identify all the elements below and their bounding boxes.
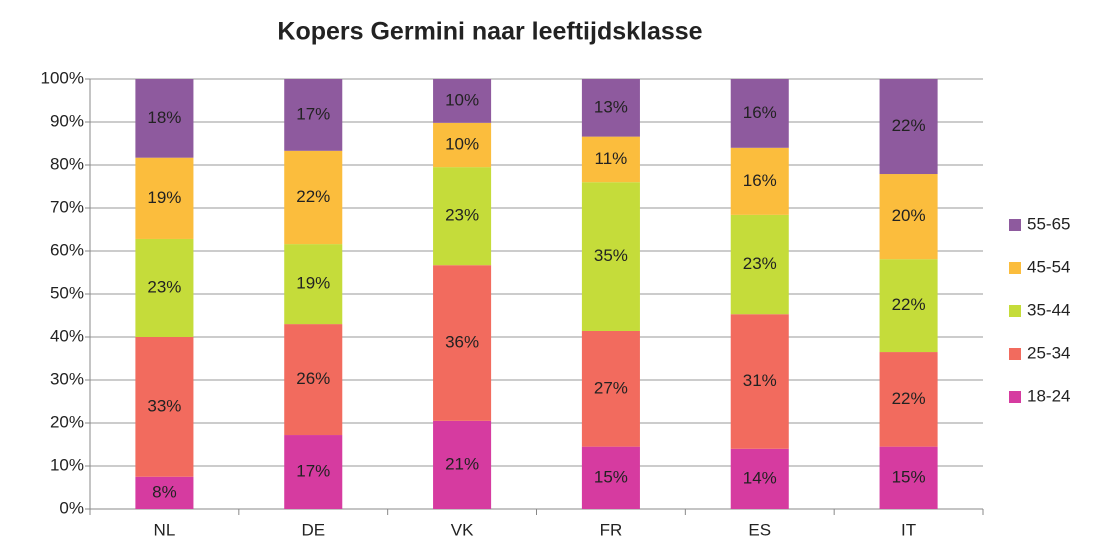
y-tick-label: 100% [41, 68, 84, 87]
data-label: 17% [296, 104, 330, 123]
bar-segment [879, 79, 938, 175]
bar-segment [284, 244, 343, 325]
y-tick-label: 20% [50, 412, 84, 431]
bar-segment [433, 420, 492, 509]
data-label: 23% [743, 254, 777, 273]
bar-segment [135, 238, 194, 337]
data-label: 23% [445, 206, 479, 225]
bar-segment [433, 167, 492, 266]
y-tick-label: 30% [50, 369, 84, 388]
data-label: 17% [296, 462, 330, 481]
x-tick-label: FR [600, 520, 623, 539]
data-label: 16% [743, 103, 777, 122]
bar-segment [879, 446, 938, 509]
x-tick-label: DE [301, 520, 325, 539]
bar-segment [581, 79, 640, 137]
data-label: 19% [296, 274, 330, 293]
bar-segment [730, 448, 789, 509]
data-label: 22% [296, 187, 330, 206]
data-label: 16% [743, 171, 777, 190]
data-label: 23% [147, 277, 181, 296]
data-label: 27% [594, 378, 628, 397]
data-label: 33% [147, 396, 181, 415]
bar-segment [879, 174, 938, 260]
legend-label: 18-24 [1027, 386, 1070, 405]
legend-label: 35-44 [1027, 300, 1070, 319]
y-tick-label: 60% [50, 240, 84, 259]
data-label: 15% [892, 467, 926, 486]
x-tick-label: VK [451, 520, 474, 539]
bar-segment [433, 79, 492, 123]
legend-label: 55-65 [1027, 214, 1070, 233]
y-tick-label: 50% [50, 283, 84, 302]
bar-segment [879, 352, 938, 447]
bar-segment [135, 476, 194, 509]
data-label: 11% [595, 149, 628, 168]
bar-segment [581, 182, 640, 331]
data-label: 10% [445, 90, 479, 109]
legend-label: 25-34 [1027, 343, 1070, 362]
data-label: 8% [152, 482, 177, 501]
chart-title: Kopers Germini naar leeftijdsklasse [277, 18, 702, 46]
y-tick-label: 70% [50, 197, 84, 216]
x-tick-label: IT [901, 520, 916, 539]
data-label: 26% [296, 369, 330, 388]
bar-segment [730, 314, 789, 449]
bar-segment [879, 259, 938, 353]
x-tick-label: NL [154, 520, 176, 539]
bar-segment [433, 122, 492, 168]
legend-swatch [1009, 262, 1021, 274]
legend-swatch [1009, 305, 1021, 317]
y-tick-label: 0% [59, 498, 84, 517]
data-label: 20% [892, 206, 926, 225]
bar-segment [135, 337, 194, 477]
data-label: 22% [892, 389, 926, 408]
data-label: 35% [594, 246, 628, 265]
data-label: 22% [892, 116, 926, 135]
y-tick-label: 10% [50, 455, 84, 474]
data-label: 19% [147, 188, 181, 207]
bar-segment [581, 446, 640, 509]
data-label: 22% [892, 295, 926, 314]
bar-segment [433, 265, 492, 421]
bar-segment [581, 330, 640, 447]
bar-segment [730, 147, 789, 215]
bar-segment [284, 324, 343, 436]
data-label: 31% [743, 371, 777, 390]
legend-swatch [1009, 348, 1021, 360]
data-label: 13% [594, 97, 628, 116]
legend-label: 45-54 [1027, 257, 1070, 276]
y-tick-label: 40% [50, 326, 84, 345]
y-tick-label: 80% [50, 154, 84, 173]
data-label: 10% [445, 134, 479, 153]
bar-segment [284, 150, 343, 245]
legend-swatch [1009, 219, 1021, 231]
data-label: 15% [594, 467, 628, 486]
data-label: 14% [743, 468, 777, 487]
bar-segment [284, 435, 343, 509]
data-label: 18% [147, 108, 181, 127]
data-label: 21% [445, 454, 479, 473]
y-tick-label: 90% [50, 111, 84, 130]
bar-segment [135, 79, 194, 158]
bar-segment [730, 79, 789, 148]
x-tick-label: ES [748, 520, 771, 539]
bar-segment [135, 157, 194, 239]
bar-segment [284, 79, 343, 151]
data-label: 36% [445, 333, 479, 352]
bar-segment [581, 136, 640, 183]
bar-segment [730, 214, 789, 315]
legend-swatch [1009, 391, 1021, 403]
